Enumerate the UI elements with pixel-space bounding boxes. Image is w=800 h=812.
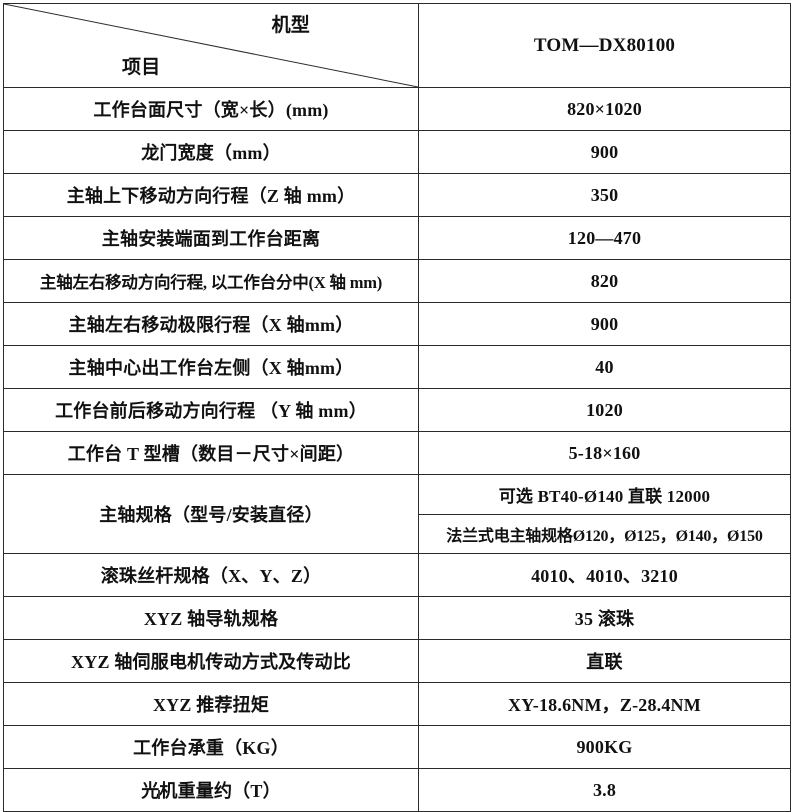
header-item-label: 项目: [122, 57, 161, 78]
row-item-value: 350: [418, 173, 791, 217]
row-item-value: 820×1020: [418, 87, 791, 131]
table-row: 光机重量约（T） 3.8: [3, 768, 791, 812]
table-row: 工作台承重（KG） 900KG: [3, 725, 791, 769]
diagonal-divider-line: [4, 4, 418, 87]
table-row-spindle-spec: 主轴规格（型号/安装直径） 可选 BT40-Ø140 直联 12000 法兰式电…: [3, 474, 791, 554]
row-item-value: 900KG: [418, 725, 791, 769]
spindle-spec-option-bt40: 可选 BT40-Ø140 直联 12000: [419, 475, 790, 515]
header-diagonal-cell: 机型 项目: [3, 3, 419, 88]
row-item-label: 主轴左右移动极限行程（X 轴mm）: [3, 302, 419, 346]
row-item-value: 120—470: [418, 216, 791, 260]
table-row: 主轴左右移动方向行程, 以工作台分中(X 轴 mm) 820: [3, 259, 791, 303]
header-model-value: TOM—DX80100: [418, 3, 791, 88]
row-item-label: XYZ 推荐扭矩: [3, 682, 419, 726]
row-item-value: 900: [418, 302, 791, 346]
row-item-label: XYZ 轴导轨规格: [3, 596, 419, 640]
table-row: 工作台面尺寸（宽×长）(mm) 820×1020: [3, 87, 791, 131]
row-item-label: 工作台前后移动方向行程 （Y 轴 mm）: [3, 388, 419, 432]
row-item-value: 4010、4010、3210: [418, 553, 791, 597]
spindle-spec-label: 主轴规格（型号/安装直径）: [3, 474, 419, 554]
stray-tick-mark: [158, 790, 160, 799]
row-item-value: 35 滚珠: [418, 596, 791, 640]
row-item-label: 工作台面尺寸（宽×长）(mm): [3, 87, 419, 131]
table-row: 主轴左右移动极限行程（X 轴mm） 900: [3, 302, 791, 346]
table-row: 主轴安装端面到工作台距离 120—470: [3, 216, 791, 260]
specification-table-container: 机型 项目 TOM—DX80100 工作台面尺寸（宽×长）(mm) 820×10…: [3, 3, 791, 812]
header-model-label: 机型: [271, 15, 310, 36]
row-item-value: 3.8: [418, 768, 791, 812]
row-item-label: 光机重量约（T）: [3, 768, 419, 812]
row-item-label: 主轴安装端面到工作台距离: [3, 216, 419, 260]
row-item-value: 820: [418, 259, 791, 303]
row-item-value: 1020: [418, 388, 791, 432]
table-header-row: 机型 项目 TOM—DX80100: [3, 3, 791, 88]
row-item-label: 工作台承重（KG）: [3, 725, 419, 769]
row-item-label: 龙门宽度（mm）: [3, 130, 419, 174]
row-item-label: 主轴左右移动方向行程, 以工作台分中(X 轴 mm): [3, 259, 419, 303]
table-row: 主轴上下移动方向行程（Z 轴 mm） 350: [3, 173, 791, 217]
spindle-spec-value-group: 可选 BT40-Ø140 直联 12000 法兰式电主轴规格Ø120，Ø125，…: [418, 474, 791, 554]
table-row: 工作台 T 型槽（数目－尺寸×间距） 5-18×160: [3, 431, 791, 475]
table-row: 龙门宽度（mm） 900: [3, 130, 791, 174]
spindle-spec-option-flange: 法兰式电主轴规格Ø120，Ø125，Ø140，Ø150: [446, 527, 763, 545]
row-item-value: 900: [418, 130, 791, 174]
table-row: XYZ 轴伺服电机传动方式及传动比 直联: [3, 639, 791, 683]
row-item-value: XY-18.6NM，Z-28.4NM: [418, 682, 791, 726]
row-item-value: 40: [418, 345, 791, 389]
table-row: 主轴中心出工作台左侧（X 轴mm） 40: [3, 345, 791, 389]
row-item-label: XYZ 轴伺服电机传动方式及传动比: [3, 639, 419, 683]
table-row: 工作台前后移动方向行程 （Y 轴 mm） 1020: [3, 388, 791, 432]
machine-specification-table: 机型 项目 TOM—DX80100 工作台面尺寸（宽×长）(mm) 820×10…: [3, 3, 791, 812]
row-item-label: 滚珠丝杆规格（X、Y、Z）: [3, 553, 419, 597]
table-row: XYZ 轴导轨规格 35 滚珠: [3, 596, 791, 640]
row-item-value: 5-18×160: [418, 431, 791, 475]
row-item-label: 主轴上下移动方向行程（Z 轴 mm）: [3, 173, 419, 217]
row-item-label: 工作台 T 型槽（数目－尺寸×间距）: [3, 431, 419, 475]
row-item-value: 直联: [418, 639, 791, 683]
table-row: 滚珠丝杆规格（X、Y、Z） 4010、4010、3210: [3, 553, 791, 597]
row-item-label: 主轴中心出工作台左侧（X 轴mm）: [3, 345, 419, 389]
table-body: 机型 项目 TOM—DX80100 工作台面尺寸（宽×长）(mm) 820×10…: [3, 3, 791, 812]
spindle-value-stack: 可选 BT40-Ø140 直联 12000 法兰式电主轴规格Ø120，Ø125，…: [419, 475, 790, 553]
table-row: XYZ 推荐扭矩 XY-18.6NM，Z-28.4NM: [3, 682, 791, 726]
